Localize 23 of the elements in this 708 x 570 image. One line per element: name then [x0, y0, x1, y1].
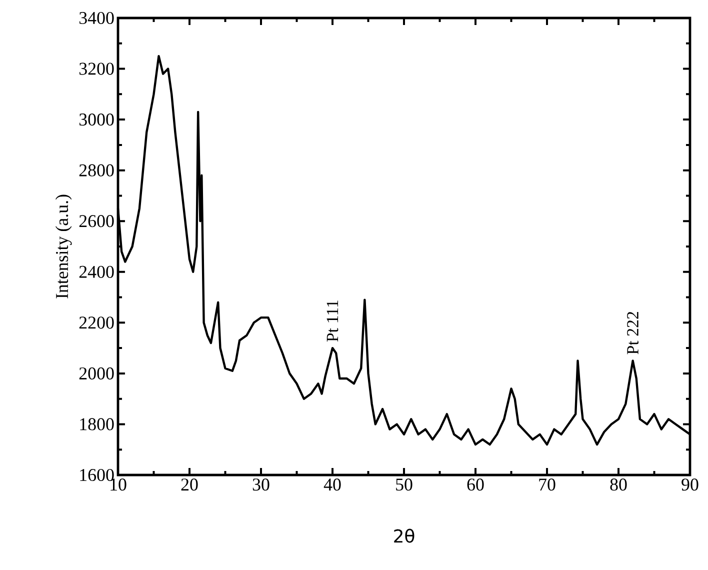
x-tick-label: 60: [467, 478, 484, 491]
y-tick-label: 3000: [79, 114, 114, 126]
x-tick-label: 50: [396, 478, 412, 491]
x-tick-label: 70: [539, 478, 556, 491]
x-tick-label: 90: [682, 478, 698, 491]
annotation: Pt 111: [326, 300, 338, 342]
y-tick-label: 2200: [79, 316, 114, 329]
y-tick-label: 3400: [79, 12, 114, 24]
y-tick-label: 1600: [80, 468, 114, 482]
y-tick-label: 2000: [79, 367, 114, 380]
y-tick-label: 3200: [79, 62, 114, 75]
x-tick-label: 40: [324, 478, 341, 491]
y-tick-label: 2600: [79, 215, 114, 228]
y-tick-label: 2800: [79, 164, 114, 176]
annotation: Pt 222: [627, 312, 638, 354]
x-axis-title: 2θ: [394, 528, 414, 543]
x-tick-label: 10: [110, 478, 126, 491]
x-tick-label: 20: [181, 478, 198, 491]
y-tick-label: 2400: [79, 266, 114, 278]
x-tick-label: 80: [610, 478, 627, 491]
y-axis-title: Intensity (a.u.): [55, 194, 72, 298]
y-tick-label: 1800: [80, 418, 114, 430]
x-tick-label: 30: [252, 478, 270, 491]
